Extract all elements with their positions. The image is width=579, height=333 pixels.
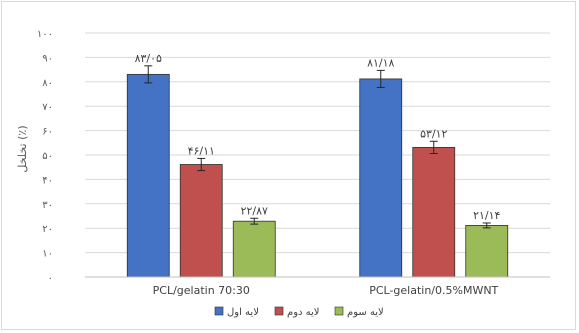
legend-label: لایه سوم [347,307,384,318]
y-tick-label: ۴۰ [42,175,53,186]
data-label: ۲۱/۱۴ [473,209,500,222]
y-tick-label: ۱۰۰ [37,29,53,40]
y-tick-label: ۳۰ [42,200,53,211]
x-tick-label: PCL/gelatin 70:30 [153,284,250,297]
error-bars [144,65,491,229]
y-tick-label: ۹۰ [42,53,53,64]
legend: لایه اول لایه دوم لایه سوم [214,306,384,318]
legend-swatch [214,306,224,316]
y-axis-ticks: ۰ ۱۰ ۲۰ ۳۰ ۴۰ ۵۰ ۶۰ ۷۰ ۸۰ ۹۰ ۱۰۰ [37,29,53,284]
data-label: ۸۳/۰۵ [135,52,162,65]
data-label: ۲۲/۸۷ [241,204,268,217]
data-label: ۵۳/۱۲ [420,127,447,140]
y-tick-label: ۰ [48,273,53,284]
y-tick-label: ۵۰ [42,151,53,162]
data-label: ۸۱/۱۸ [367,56,394,69]
data-label: ۴۶/۱۱ [188,144,215,157]
y-tick-label: ۲۰ [42,224,53,235]
legend-label: لایه دوم [287,307,320,318]
bar [412,146,456,278]
legend-label: لایه اول [227,307,259,318]
bars [126,73,509,278]
legend-swatch [274,306,284,316]
bar [232,220,276,278]
legend-swatch [334,306,344,316]
y-tick-label: ۱۰ [42,249,53,260]
y-axis-label: تخلخل (٪) [16,125,29,172]
x-axis-ticks: PCL/gelatin 70:30 PCL-gelatin/0.5%MWNT [153,284,499,297]
y-tick-label: ۷۰ [42,102,53,113]
y-tick-label: ۶۰ [42,127,53,138]
y-tick-label: ۸۰ [42,78,53,89]
bar [126,73,170,278]
bar [359,78,403,278]
bar [465,225,509,278]
x-tick-label: PCL-gelatin/0.5%MWNT [369,284,498,297]
bar [179,164,223,278]
data-labels: ۸۳/۰۵ ۴۶/۱۱ ۲۲/۸۷ ۸۱/۱۸ ۵۳/۱۲ ۲۱/۱۴ [135,52,501,222]
